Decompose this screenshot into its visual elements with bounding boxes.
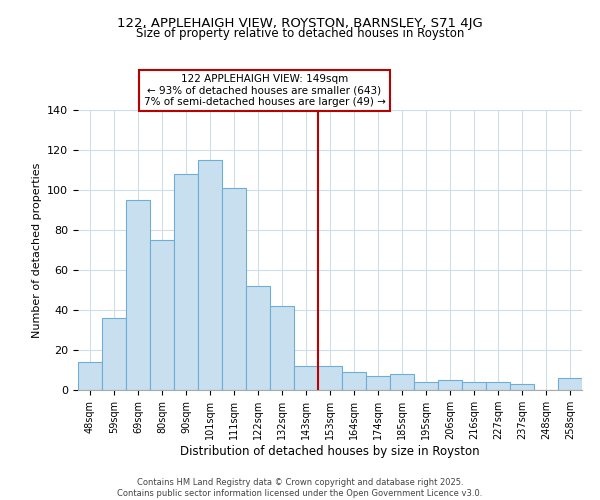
X-axis label: Distribution of detached houses by size in Royston: Distribution of detached houses by size …	[180, 445, 480, 458]
Bar	[462, 382, 486, 390]
Bar	[486, 382, 510, 390]
Bar	[438, 380, 462, 390]
Bar	[150, 240, 174, 390]
Bar	[390, 374, 414, 390]
Bar	[414, 382, 438, 390]
Bar	[294, 366, 318, 390]
Bar	[246, 286, 270, 390]
Text: 122 APPLEHAIGH VIEW: 149sqm
← 93% of detached houses are smaller (643)
7% of sem: 122 APPLEHAIGH VIEW: 149sqm ← 93% of det…	[143, 74, 385, 107]
Bar	[126, 200, 150, 390]
Bar	[510, 384, 534, 390]
Bar	[222, 188, 246, 390]
Bar	[366, 376, 390, 390]
Y-axis label: Number of detached properties: Number of detached properties	[32, 162, 41, 338]
Bar	[342, 372, 366, 390]
Bar	[198, 160, 222, 390]
Bar	[270, 306, 294, 390]
Bar	[558, 378, 582, 390]
Text: 122, APPLEHAIGH VIEW, ROYSTON, BARNSLEY, S71 4JG: 122, APPLEHAIGH VIEW, ROYSTON, BARNSLEY,…	[117, 18, 483, 30]
Bar	[102, 318, 126, 390]
Text: Contains HM Land Registry data © Crown copyright and database right 2025.
Contai: Contains HM Land Registry data © Crown c…	[118, 478, 482, 498]
Bar	[78, 362, 102, 390]
Text: Size of property relative to detached houses in Royston: Size of property relative to detached ho…	[136, 28, 464, 40]
Bar	[174, 174, 198, 390]
Bar	[318, 366, 342, 390]
